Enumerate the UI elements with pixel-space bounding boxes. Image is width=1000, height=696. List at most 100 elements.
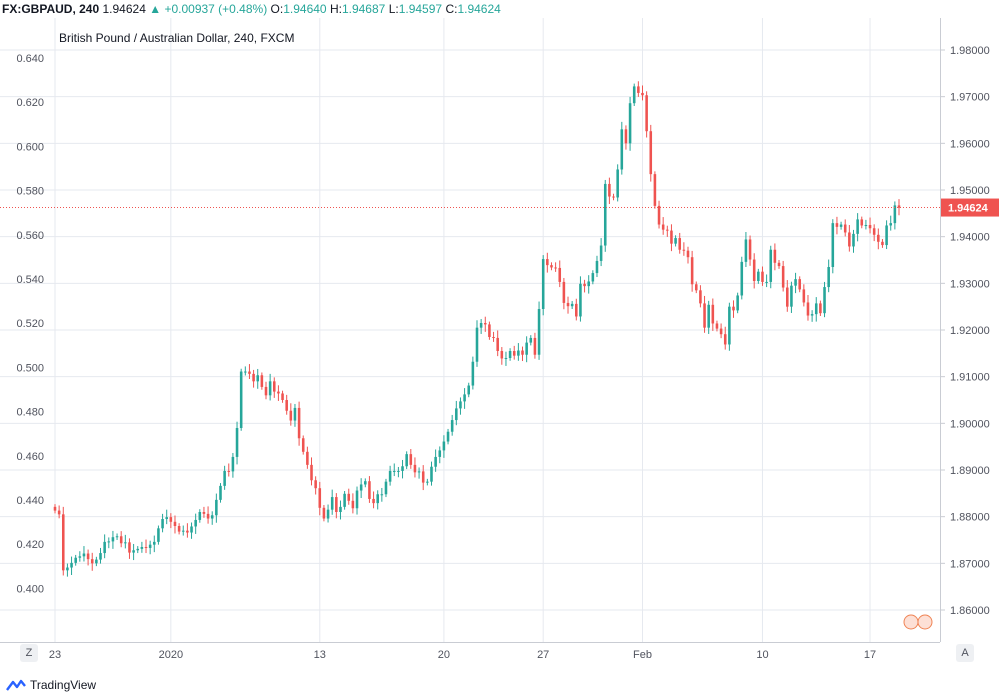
grid xyxy=(0,18,940,642)
candle-body xyxy=(686,250,690,258)
candle-body xyxy=(57,510,61,515)
price-tick-label: 1.92000 xyxy=(950,325,990,337)
candle-body xyxy=(206,513,210,519)
candle-body xyxy=(339,506,342,512)
candle-body xyxy=(53,506,57,511)
price-tick-label: 1.95000 xyxy=(950,185,990,197)
time-axis[interactable]: 23 2020 13 20 27 Feb 10 17 xyxy=(49,649,876,661)
candle-body xyxy=(500,351,504,359)
candle-body xyxy=(612,196,615,198)
candle-body xyxy=(852,233,855,247)
left-tick-label: 0.540 xyxy=(16,274,44,286)
candle-body xyxy=(877,234,880,242)
left-tick-label: 0.580 xyxy=(16,186,44,198)
auto-scale-button[interactable]: A xyxy=(956,644,974,662)
candle-body xyxy=(554,267,557,269)
candle-body xyxy=(533,337,537,355)
candle-body xyxy=(814,303,818,315)
candle-body xyxy=(649,131,653,175)
candle-body xyxy=(632,86,636,104)
candle-body xyxy=(856,219,859,234)
events-badge[interactable] xyxy=(903,614,933,630)
candle-body xyxy=(397,470,400,472)
footer: TradingView xyxy=(0,674,1000,696)
candle-body xyxy=(272,381,276,392)
candle-body xyxy=(384,481,388,495)
candle-body xyxy=(326,509,330,519)
candle-body xyxy=(66,567,69,571)
candle-body xyxy=(157,528,160,542)
candle-body xyxy=(657,205,661,225)
candle-body xyxy=(161,519,164,529)
candle-body xyxy=(752,259,756,281)
candle-body xyxy=(608,183,611,197)
event-flag-icon[interactable] xyxy=(917,614,933,630)
close-label: C: xyxy=(445,2,458,16)
price-tick-label: 1.98000 xyxy=(950,45,990,57)
candle-body xyxy=(868,225,872,229)
price-tick-label: 1.88000 xyxy=(950,512,990,524)
candle-body xyxy=(169,517,173,522)
candle-body xyxy=(624,129,628,144)
candle-body xyxy=(239,371,243,428)
candle-body xyxy=(153,541,156,545)
candle-body xyxy=(806,302,810,316)
candle-body xyxy=(376,494,379,504)
price-tick-label: 1.89000 xyxy=(950,465,990,477)
tradingview-brand[interactable]: TradingView xyxy=(30,678,97,692)
candle-body xyxy=(471,361,475,386)
candle-body xyxy=(595,260,599,274)
candle-body xyxy=(78,556,82,558)
symbol-name[interactable]: FX:GBPAUD, 240 xyxy=(2,2,100,16)
time-tick-label: 2020 xyxy=(159,649,183,661)
candle-body xyxy=(690,257,694,285)
up-arrow-icon: ▲ xyxy=(149,2,162,16)
candle-body xyxy=(359,484,363,491)
candle-body xyxy=(736,295,739,311)
candle-body xyxy=(248,371,251,374)
time-tick-label: Feb xyxy=(633,649,652,661)
zoom-reset-button[interactable]: Z xyxy=(20,644,38,662)
chart-title-text: British Pound / Australian Dollar, 240, … xyxy=(59,31,294,45)
candle-body xyxy=(103,541,106,554)
high-value: 1.94687 xyxy=(341,2,386,16)
candle-body xyxy=(645,95,648,132)
candle-body xyxy=(231,456,235,472)
event-flag-icon[interactable] xyxy=(903,614,919,630)
candle-body xyxy=(583,283,586,287)
candle-body xyxy=(728,306,731,345)
candle-body xyxy=(521,350,524,355)
candle-body xyxy=(848,232,851,247)
candle-body xyxy=(70,562,73,568)
time-tick-label: 17 xyxy=(864,649,876,661)
candle-body xyxy=(641,92,644,96)
candle-body xyxy=(368,481,371,499)
candle-body xyxy=(409,454,413,465)
candle-body xyxy=(653,174,657,206)
candle-body xyxy=(603,183,607,246)
candle-body xyxy=(235,428,239,457)
left-tick-label: 0.500 xyxy=(16,362,44,374)
candlestick-chart[interactable]: 0.640 0.620 0.600 0.580 0.560 0.540 0.520 0.500… xyxy=(0,18,1000,674)
candle-body xyxy=(860,219,864,226)
price-change: +0.00937 (+0.48%) xyxy=(164,2,268,16)
close-value: 1.94624 xyxy=(457,2,501,16)
candle-body xyxy=(330,497,334,510)
candle-body xyxy=(864,225,868,226)
candle-body xyxy=(446,431,450,442)
candle-body xyxy=(810,314,814,316)
candle-body xyxy=(219,485,222,500)
candle-body xyxy=(268,381,272,396)
candle-body xyxy=(504,358,508,359)
price-axis[interactable]: 1.98000 1.97000 1.96000 1.95000 1.94000 1.930… xyxy=(940,45,990,617)
candle-body xyxy=(670,230,673,244)
price-tick-label: 1.93000 xyxy=(950,278,990,290)
last-price-line: 1.94624 xyxy=(0,198,999,217)
candle-body xyxy=(579,283,582,317)
candle-body xyxy=(794,279,797,286)
candle-body xyxy=(459,401,462,409)
tradingview-logo-icon[interactable] xyxy=(6,678,26,692)
candle-body xyxy=(426,481,429,483)
candle-body xyxy=(335,497,338,512)
symbol-header: FX:GBPAUD, 240 1.94624 ▲ +0.00937 (+0.48… xyxy=(0,0,1000,18)
